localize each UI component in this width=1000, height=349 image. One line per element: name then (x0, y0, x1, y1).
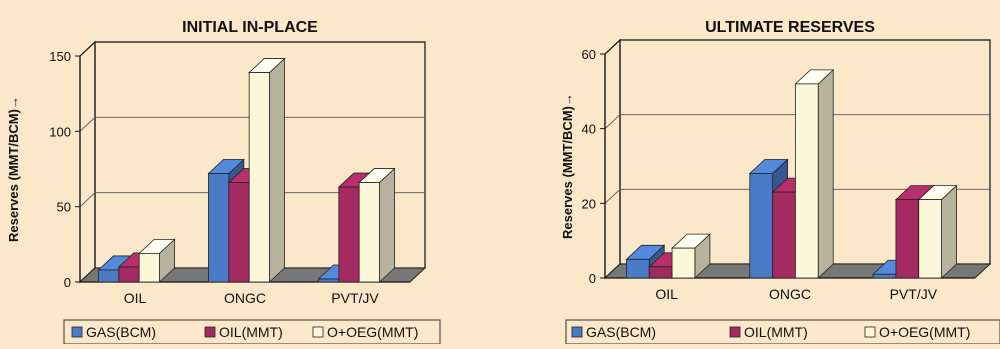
legend: GAS(BCM) OIL(MMT) O+OEG(MMT) (565, 319, 1000, 345)
chart-title: INITIAL IN-PLACE (182, 19, 318, 36)
legend-swatch (312, 326, 324, 338)
bar (671, 233, 711, 279)
y-tick-label: 0 (64, 275, 71, 290)
y-tick-label: 150 (49, 49, 71, 64)
legend-label: O+OEG(MMT) (327, 324, 418, 340)
y-tick-label: 100 (49, 124, 71, 139)
x-tick-label: PVT/JV (331, 290, 379, 306)
chart-2: 0 20 40 60 OIL ONGC PVT/JV ULTIMATE RESERVES Res… (560, 19, 1000, 345)
chart-1: 0 50 100 150 OIL ONGC PVT/JV INITIAL IN-PLACE Re… (6, 19, 441, 345)
y-axis-label: Reserves (MMT/BCM)→ (560, 93, 575, 239)
y-tick-label: 20 (582, 196, 596, 211)
gridline (604, 188, 990, 204)
y-axis-label: Reserves (MMT/BCM)→ (6, 96, 21, 242)
legend: GAS(BCM) OIL(MMT) O+OEG(MMT) (63, 319, 441, 345)
x-tick-label: OIL (655, 286, 678, 302)
legend-swatch (729, 326, 741, 338)
legend-swatch (204, 326, 216, 338)
plot-side-wall (604, 38, 621, 280)
gridline (604, 114, 990, 129)
legend-label: GAS(BCM) (86, 324, 156, 340)
bar (917, 184, 958, 279)
chart-title: ULTIMATE RESERVES (705, 19, 875, 36)
y-tick-label: 0 (589, 271, 596, 286)
legend-label: GAS(BCM) (586, 324, 656, 340)
y-tick-label: 40 (582, 122, 596, 137)
plot-side-wall (79, 40, 96, 284)
x-tick-label: ONGC (224, 290, 266, 306)
legend-label: O+OEG(MMT) (879, 324, 970, 340)
gridline (79, 192, 425, 207)
x-tick-label: OIL (124, 290, 147, 306)
y-tick-label: 50 (57, 200, 71, 215)
legend-label: OIL(MMT) (219, 324, 283, 340)
bar (248, 57, 286, 283)
gridline (79, 116, 425, 132)
legend-swatch (571, 326, 583, 338)
legend-label: OIL(MMT) (744, 324, 808, 340)
bar (358, 167, 396, 283)
legend-swatch (71, 326, 83, 338)
legend-swatch (864, 326, 876, 338)
y-tick-label: 60 (582, 47, 596, 62)
x-tick-label: ONGC (769, 286, 811, 302)
x-tick-label: PVT/JV (890, 286, 938, 302)
bar (138, 238, 176, 283)
bar (794, 68, 835, 279)
